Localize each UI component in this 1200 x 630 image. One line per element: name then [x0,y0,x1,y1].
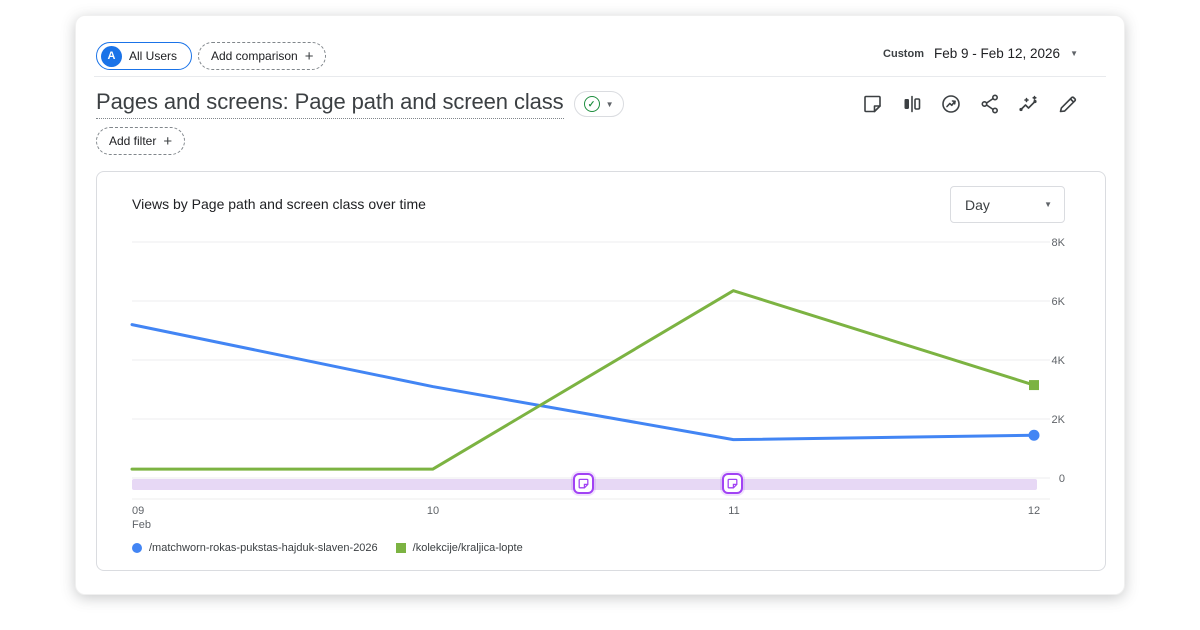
insights-circle-icon[interactable] [939,92,963,116]
y-axis-label: 8K [1052,237,1066,249]
x-axis-tick: 10 [426,505,440,517]
legend-item[interactable]: /matchworn-rokas-pukstas-hajduk-slaven-2… [132,542,378,554]
notes-icon[interactable] [861,92,885,116]
x-axis-tick: 12 [1027,505,1041,517]
legend-item[interactable]: /kolekcije/kraljica-lopte [395,542,523,554]
plus-icon: + [163,132,173,150]
add-filter-button[interactable]: Add filter + [96,127,186,155]
granularity-value: Day [965,196,990,213]
report-status-pill[interactable]: ✓ ▼ [573,91,624,117]
chart-title: Views by Page path and screen class over… [132,196,426,212]
report-card: A All Users Add comparison + Custom Feb … [75,15,1125,595]
share-icon[interactable] [978,92,1002,116]
title-row: Pages and screens: Page path and screen … [96,89,624,119]
header-divider [94,76,1106,77]
date-range-value: Feb 9 - Feb 12, 2026 [933,46,1061,61]
legend-label: /matchworn-rokas-pukstas-hajduk-slaven-2… [149,542,378,554]
annotation-marker[interactable] [573,473,594,494]
y-axis-label: 2K [1052,414,1066,426]
y-axis-label: 0 [1059,473,1065,485]
add-comparison-label: Add comparison [211,49,298,63]
series-line-1[interactable] [130,289,1036,471]
x-axis-tick: 11 [728,505,740,517]
check-icon: ✓ [583,96,600,112]
chart-legend: /matchworn-rokas-pukstas-hajduk-slaven-2… [132,542,523,554]
note-icon [727,478,738,489]
series-line-0[interactable] [130,323,1036,442]
x-axis-tick: 09 Feb [132,505,151,531]
add-comparison-button[interactable]: Add comparison + [198,42,327,70]
date-range-type: Custom [883,47,924,60]
add-filter-label: Add filter [109,134,157,148]
page-title[interactable]: Pages and screens: Page path and screen … [96,89,564,119]
audience-chip-label: All Users [129,49,178,63]
legend-label: /kolekcije/kraljica-lopte [412,542,523,554]
report-toolbar [861,92,1080,116]
chevron-down-icon: ▼ [1070,49,1078,58]
date-range-picker[interactable]: Custom Feb 9 - Feb 12, 2026 ▼ [883,46,1078,61]
audience-chip-all-users[interactable]: A All Users [96,42,193,70]
chevron-down-icon: ▼ [1044,200,1052,209]
y-axis-label: 6K [1052,296,1066,308]
plus-icon: + [304,47,314,65]
line-chart: 8K 6K 4K 2K 0 [130,237,1066,500]
edit-icon[interactable] [1056,92,1080,116]
granularity-select[interactable]: Day ▼ [950,186,1065,223]
audience-avatar: A [101,45,122,67]
y-axis-label: 4K [1052,355,1066,367]
legend-square-swatch [395,543,406,553]
series-endpoint-marker[interactable] [1029,380,1039,391]
comparison-icon[interactable] [900,92,924,116]
legend-circle-swatch [132,543,142,553]
chart-card: Views by Page path and screen class over… [96,171,1106,571]
series-endpoint-marker[interactable] [1028,429,1040,441]
annotation-marker[interactable] [721,473,743,494]
chevron-down-icon: ▼ [605,99,614,109]
insights-sparkline-icon[interactable] [1017,92,1041,116]
note-icon [578,478,589,489]
